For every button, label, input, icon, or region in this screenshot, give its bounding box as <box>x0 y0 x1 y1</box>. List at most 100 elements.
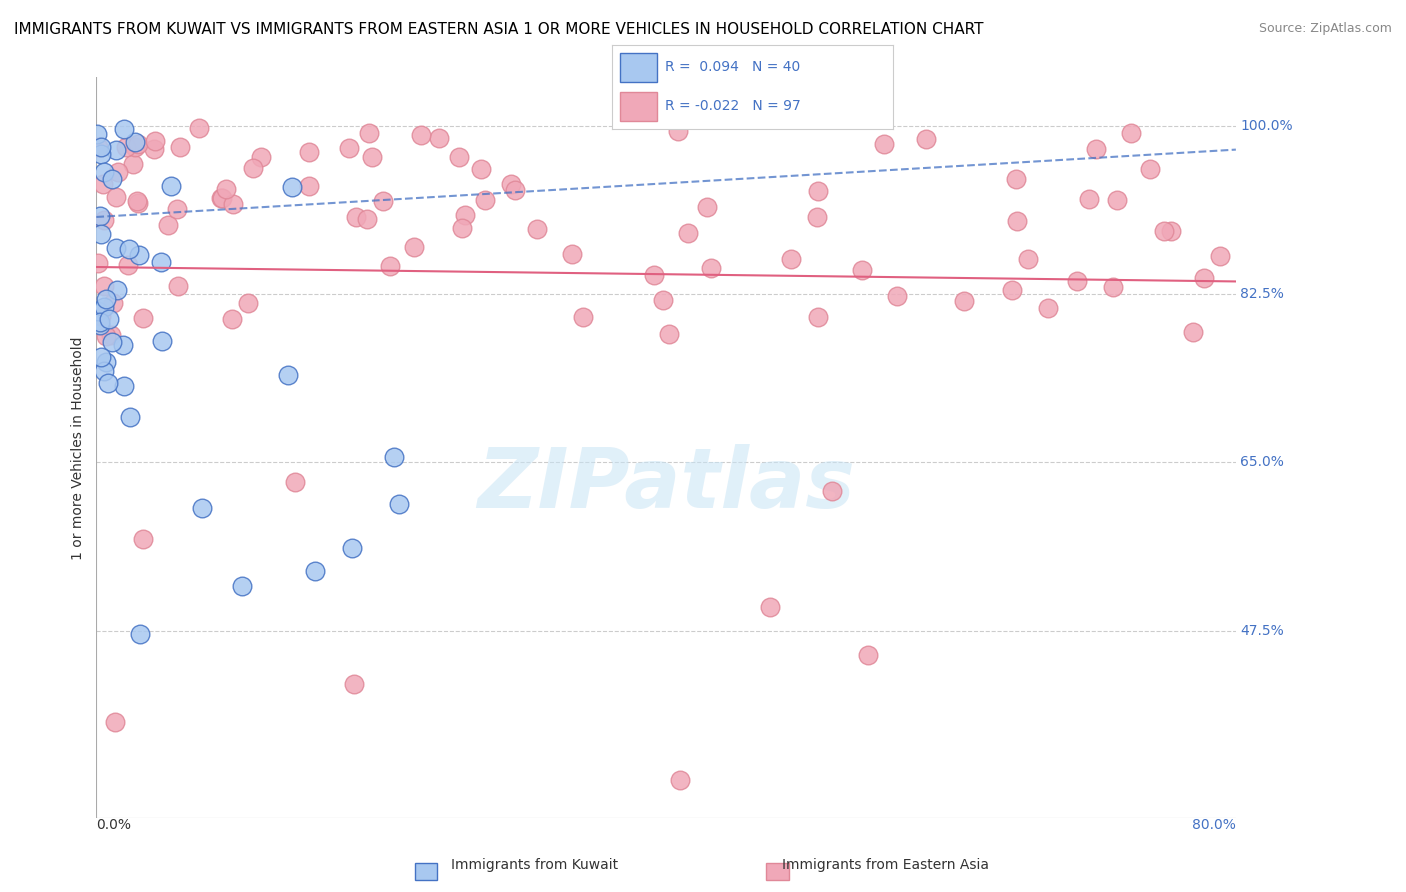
Point <box>780 252 803 266</box>
Point <box>281 180 304 194</box>
Point <box>1018 252 1040 267</box>
Point <box>156 218 179 232</box>
Point <box>359 126 381 140</box>
Text: 0.0%: 0.0% <box>97 818 131 832</box>
Point <box>384 450 406 464</box>
Point <box>873 136 896 151</box>
Point <box>1005 172 1028 186</box>
Point <box>90 309 112 323</box>
Point <box>221 312 243 326</box>
Point <box>96 355 118 369</box>
Point <box>1078 192 1101 206</box>
Point <box>388 498 411 512</box>
Point <box>284 475 307 489</box>
Point <box>1139 161 1161 176</box>
Point <box>643 268 665 282</box>
Point <box>427 131 450 145</box>
Point <box>1038 301 1060 315</box>
Point <box>104 241 127 255</box>
Point <box>343 676 366 690</box>
Point <box>886 289 908 303</box>
Point <box>188 120 211 135</box>
Text: ZIPatlas: ZIPatlas <box>477 444 855 525</box>
Point <box>117 259 139 273</box>
Point <box>277 368 299 382</box>
Point <box>101 296 124 310</box>
Point <box>666 124 689 138</box>
Point <box>111 338 134 352</box>
Point <box>1001 283 1024 297</box>
Point <box>758 599 780 614</box>
Point <box>470 161 492 176</box>
Point <box>101 335 124 350</box>
Point <box>304 565 326 579</box>
Point <box>100 328 122 343</box>
Point <box>344 210 367 224</box>
Point <box>93 164 115 178</box>
Point <box>90 147 112 161</box>
Point <box>125 194 148 209</box>
Point <box>572 310 595 325</box>
Point <box>121 157 143 171</box>
Point <box>453 208 475 222</box>
Point <box>86 127 108 141</box>
Point <box>169 140 191 154</box>
Text: 65.0%: 65.0% <box>1240 455 1284 469</box>
Point <box>242 161 264 176</box>
Point <box>87 140 110 154</box>
Point <box>451 220 474 235</box>
Point <box>526 222 548 236</box>
Point <box>160 179 183 194</box>
Point <box>101 172 124 186</box>
Point <box>128 248 150 262</box>
Text: IMMIGRANTS FROM KUWAIT VS IMMIGRANTS FROM EASTERN ASIA 1 OR MORE VEHICLES IN HOU: IMMIGRANTS FROM KUWAIT VS IMMIGRANTS FRO… <box>14 22 984 37</box>
Point <box>118 410 141 425</box>
Point <box>851 263 873 277</box>
Point <box>93 364 115 378</box>
Point <box>89 315 111 329</box>
Text: Immigrants from Kuwait: Immigrants from Kuwait <box>451 858 617 872</box>
Point <box>561 247 583 261</box>
Point <box>1085 142 1108 156</box>
Point <box>700 261 723 276</box>
Point <box>190 500 212 515</box>
Bar <box>620 54 657 82</box>
Point <box>143 134 166 148</box>
Point <box>356 212 378 227</box>
Point <box>89 210 111 224</box>
Point <box>93 212 115 227</box>
Point <box>820 484 842 499</box>
Point <box>214 181 236 195</box>
Point <box>93 278 115 293</box>
Point <box>409 128 432 143</box>
Point <box>339 141 361 155</box>
Point <box>807 184 830 198</box>
Point <box>1192 270 1215 285</box>
Point <box>166 202 188 216</box>
Point <box>93 301 115 315</box>
Point <box>1160 224 1182 238</box>
Point <box>1066 274 1088 288</box>
Point <box>124 135 146 149</box>
Point <box>1153 224 1175 238</box>
Point <box>658 326 681 341</box>
Text: 82.5%: 82.5% <box>1240 287 1284 301</box>
Point <box>124 139 146 153</box>
Point <box>104 715 127 730</box>
Point <box>298 179 321 194</box>
Text: 47.5%: 47.5% <box>1240 624 1284 638</box>
Point <box>128 626 150 640</box>
Point <box>222 196 245 211</box>
Point <box>373 194 395 208</box>
Point <box>96 329 118 343</box>
Point <box>696 200 718 214</box>
Point <box>91 177 114 191</box>
Point <box>166 279 188 293</box>
Text: R =  0.094   N = 40: R = 0.094 N = 40 <box>665 61 800 74</box>
Point <box>1121 126 1143 140</box>
Point <box>361 150 384 164</box>
Point <box>90 139 112 153</box>
Point <box>1107 193 1129 207</box>
Point <box>94 292 117 306</box>
Point <box>380 259 402 273</box>
